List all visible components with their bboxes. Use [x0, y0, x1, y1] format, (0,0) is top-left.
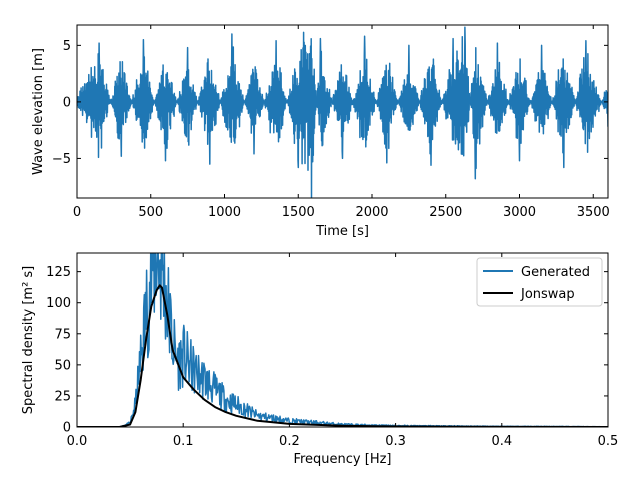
x-tick-label: 1500	[282, 205, 315, 220]
y-tick-label: −5	[52, 152, 71, 167]
x-tick-label: 0.2	[279, 434, 300, 449]
x-tick-label: 0	[73, 205, 81, 220]
y-tick-label: 75	[54, 327, 71, 342]
y-tick-label: 0	[63, 95, 71, 110]
x-tick-label: 3500	[577, 205, 610, 220]
x-tick-label: 3000	[503, 205, 536, 220]
x-tick-label: 0.0	[67, 434, 88, 449]
legend: Generated Jonswap	[476, 257, 603, 307]
x-tick-label: 0.5	[598, 434, 619, 449]
legend-label-jonswap: Jonswap	[520, 287, 575, 302]
y-tick-label: 0	[63, 421, 71, 436]
y-tick-label: 25	[54, 389, 71, 404]
y-tick-label: 125	[46, 265, 71, 280]
x-tick-label: 500	[138, 205, 163, 220]
series-line-wave-elevation	[77, 26, 608, 198]
y-axis-label: Spectral density [m² s]	[21, 266, 36, 415]
x-tick-label: 0.3	[385, 434, 406, 449]
x-axis-label: Frequency [Hz]	[293, 452, 391, 467]
y-tick-label: 100	[46, 296, 71, 311]
series-group	[77, 26, 608, 198]
x-axis-label: Time [s]	[315, 224, 369, 239]
axes-frame	[76, 252, 609, 428]
x-tick-label: 2000	[355, 205, 388, 220]
legend-label-generated: Generated	[521, 265, 590, 280]
axes-frame	[76, 24, 609, 199]
y-axis-label: Wave elevation [m]	[31, 48, 46, 175]
spectrum-panel: 0.0 0.1 0.2 0.3 0.4 0.5 0 25 50 75 100 125 Frequency…	[21, 252, 619, 467]
y-tick-label: 50	[54, 358, 71, 373]
time-series-panel: 0 500 1000 1500 2000 2500 3000 3500 −5 0 5 Time [s]…	[31, 24, 610, 239]
x-tick-label: 0.4	[491, 434, 512, 449]
series-line-jonswap	[77, 284, 608, 427]
y-tick-label: 5	[63, 39, 71, 54]
x-tick-label: 0.1	[173, 434, 194, 449]
x-tick-label: 1000	[208, 205, 241, 220]
x-tick-label: 2500	[429, 205, 462, 220]
